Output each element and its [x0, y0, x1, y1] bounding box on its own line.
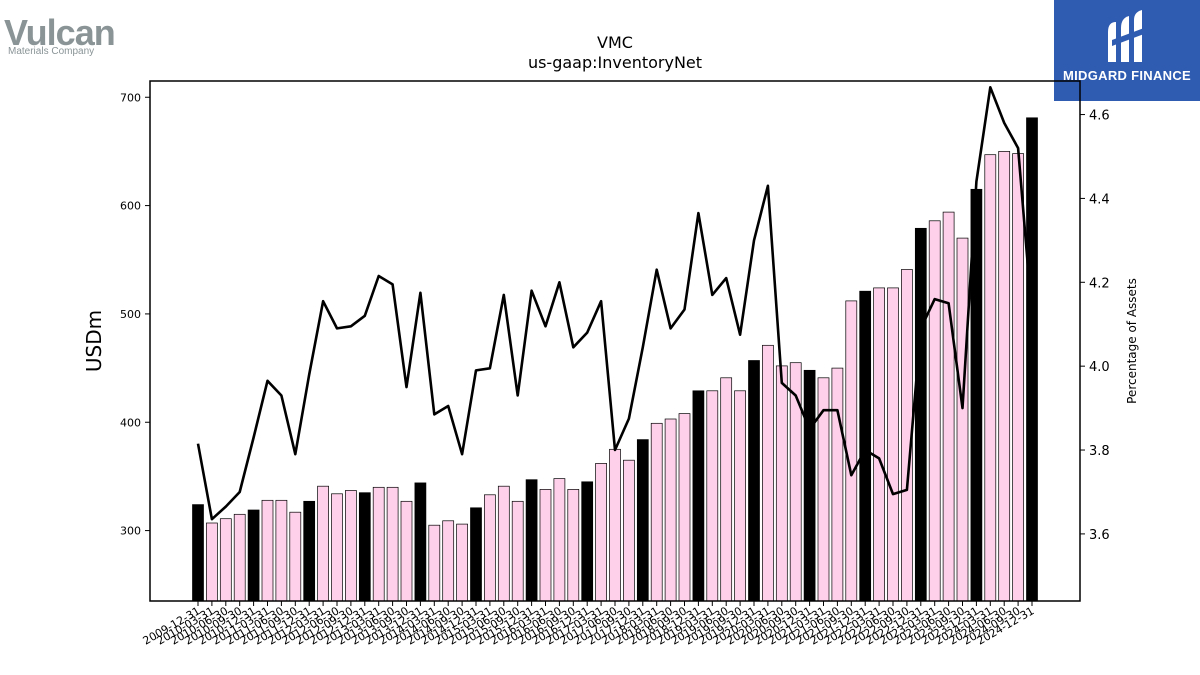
bar-2013-09-30: [400, 500, 413, 602]
bar-2014-06-30: [442, 520, 455, 602]
left-axis: 300 400 500 600 700: [120, 91, 150, 538]
chart-subtitle: us-gaap:InventoryNet: [528, 53, 702, 72]
midgard-logo-name: MIDGARD FINANCE: [1063, 68, 1191, 83]
bar-2020-12-31: [803, 369, 816, 602]
bar-2018-12-31: [692, 390, 705, 602]
bar-2011-09-30: [289, 511, 302, 602]
bar-2012-09-30: [345, 490, 357, 602]
bar-2018-06-30: [664, 418, 677, 602]
bar-2015-09-30: [511, 500, 524, 602]
y2-tick-label: 3.6: [1089, 528, 1110, 543]
y-tick-label: 700: [120, 91, 141, 104]
x-axis: 2009-12-312010-03-312010-06-302010-09-30…: [141, 601, 1037, 648]
bar-series: [192, 117, 1038, 602]
bar-2020-03-31: [762, 344, 774, 602]
bar-2010-09-30: [233, 513, 246, 602]
bar-2010-03-31: [206, 522, 218, 602]
bar-2023-06-30: [942, 211, 955, 602]
bar-2011-12-31: [303, 500, 316, 602]
vulcan-logo-wordmark: Vulcan: [4, 12, 116, 53]
y2-axis-label: Percentage of Assets: [1125, 278, 1139, 404]
y2-tick-label: 4.0: [1089, 360, 1110, 375]
bar-2017-12-31: [636, 439, 649, 602]
bar-2021-12-31: [859, 290, 872, 602]
bar-2018-03-31: [650, 422, 663, 602]
bar-2014-09-30: [456, 523, 468, 602]
vulcan-logo-subtitle: Materials Company: [8, 46, 95, 57]
y-tick-label: 400: [120, 416, 141, 429]
bar-2024-09-30: [1012, 153, 1024, 602]
bar-2010-06-30: [219, 518, 232, 602]
chart-title: VMC: [597, 33, 633, 52]
bar-2017-09-30: [623, 459, 635, 602]
bar-2013-06-30: [386, 486, 399, 602]
bar-2019-12-31: [748, 360, 760, 602]
bar-2020-06-30: [775, 365, 788, 602]
y2-tick-label: 4.4: [1089, 192, 1110, 207]
bar-2024-03-31: [984, 154, 997, 602]
bar-2019-06-30: [720, 377, 733, 602]
bar-2015-12-31: [525, 479, 538, 602]
bar-2024-12-31: [1026, 117, 1038, 602]
asset-share-line: [196, 86, 1034, 521]
y-axis-label: USDm: [82, 310, 106, 372]
bar-2022-03-31: [873, 287, 885, 602]
y2-tick-label: 4.2: [1089, 276, 1110, 291]
y2-tick-label: 3.8: [1089, 444, 1110, 459]
midgard-finance-logo: MIDGARD FINANCE: [1054, 0, 1200, 101]
bar-2014-12-31: [470, 507, 482, 602]
bar-2023-09-30: [956, 237, 969, 602]
bar-2011-06-30: [275, 499, 288, 602]
bar-2018-09-30: [678, 413, 691, 602]
bar-2016-09-30: [567, 489, 580, 602]
bar-2014-03-31: [428, 524, 441, 602]
bar-2023-03-31: [928, 220, 941, 602]
midgard-mark-icon: [1108, 10, 1144, 62]
bar-2021-09-30: [845, 300, 858, 602]
line-series: [196, 86, 1034, 521]
bar-2012-03-31: [317, 485, 329, 602]
bar-2015-03-31: [484, 494, 496, 602]
bar-2019-09-30: [734, 390, 746, 602]
y2-tick-label: 4.6: [1089, 109, 1110, 124]
bar-2015-06-30: [497, 485, 510, 602]
bar-2016-03-31: [539, 489, 552, 602]
bar-2012-12-31: [358, 492, 371, 602]
bar-2017-03-31: [595, 463, 607, 602]
bar-2017-06-30: [609, 448, 621, 602]
bar-2022-12-31: [914, 227, 927, 602]
y-tick-label: 600: [120, 200, 141, 213]
bar-2022-06-30: [887, 287, 899, 602]
y-tick-label: 300: [120, 525, 141, 538]
bar-2013-12-31: [414, 482, 427, 602]
bar-2016-12-31: [581, 481, 594, 602]
bar-2024-06-30: [998, 151, 1011, 602]
bar-2016-06-30: [553, 478, 566, 602]
bar-2019-03-31: [706, 390, 719, 602]
bar-2012-06-30: [331, 493, 343, 602]
bar-2021-06-30: [831, 367, 844, 602]
bar-2013-03-31: [372, 486, 385, 602]
right-axis: 3.6 3.8 4.0 4.2 4.4 4.6: [1080, 109, 1110, 543]
bar-2009-12-31: [192, 504, 204, 602]
bar-2011-03-31: [261, 499, 274, 602]
vulcan-logo: Vulcan Materials Company: [4, 12, 116, 62]
bar-2010-12-31: [247, 509, 260, 602]
y-tick-label: 500: [120, 308, 141, 321]
